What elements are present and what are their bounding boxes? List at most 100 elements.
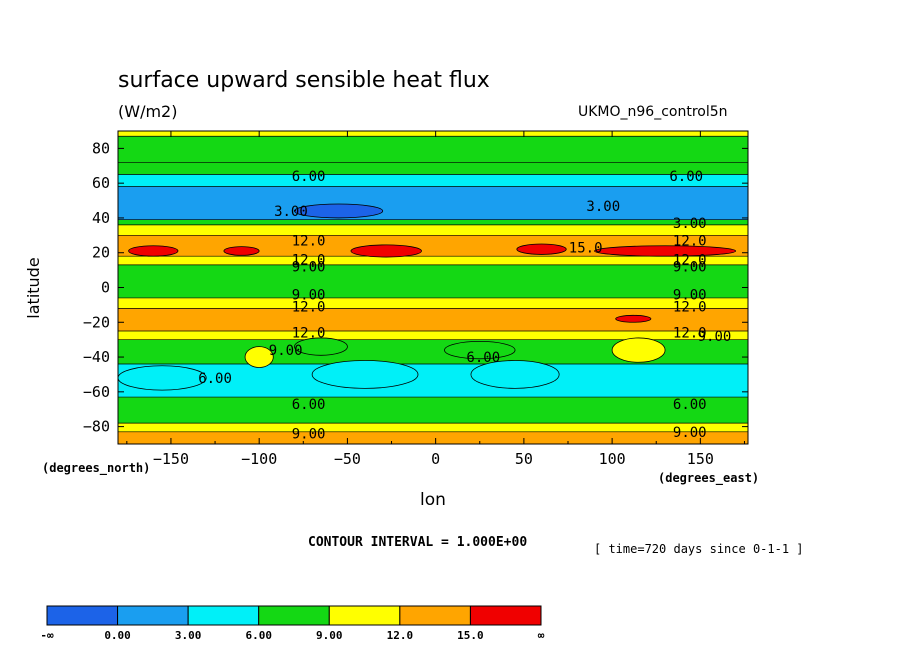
contour-label: 9.00: [673, 425, 707, 441]
field-patch: [444, 341, 516, 360]
contour-label: 3.00: [586, 199, 620, 215]
y-tick-label: 80: [92, 139, 110, 157]
zonal-band: [118, 186, 748, 220]
axes: −150 −100 −50 0 50 100 150 80 60 40 20 0 −20 −40 −60 −8…: [83, 131, 748, 468]
colorbar-label: ∞: [538, 629, 545, 642]
contour-label: 12.0: [292, 326, 326, 342]
contour-label: 6.00: [198, 371, 232, 387]
colorbar: -∞ 0.00 3.00 6.00 9.00 12.0 15.0 ∞: [40, 605, 545, 642]
colorbar-swatch: [469, 605, 542, 626]
zonal-band: [118, 131, 748, 137]
zonal-band: [118, 330, 748, 340]
x-tick-label: 50: [515, 450, 533, 468]
field-patch: [350, 244, 422, 258]
zonal-band: [118, 235, 748, 257]
y-tick-label: −20: [83, 313, 110, 331]
y-axis-label: latitude: [24, 257, 43, 319]
field-patch: [615, 314, 652, 323]
zonal-band: [118, 264, 748, 298]
contour-label: 9.00: [673, 287, 707, 303]
zonal-band: [118, 423, 748, 432]
contour-label: 12.0: [292, 234, 326, 250]
contour-label: 3.00: [673, 216, 707, 232]
zonal-band: [118, 364, 748, 398]
x-tick-label: −100: [241, 450, 277, 468]
colorbar-swatch: [258, 605, 330, 626]
contour-label: 12.0: [673, 234, 707, 250]
zonal-band: [118, 431, 748, 444]
contour-label: 12.0: [673, 300, 707, 316]
colorbar-swatch: [117, 605, 189, 626]
x-tick-label: −50: [334, 450, 361, 468]
field-patch: [311, 360, 419, 389]
colorbar-label: -∞: [40, 629, 54, 642]
y-axis-units: (degrees_north): [42, 461, 151, 475]
contour-label: 6.00: [292, 169, 326, 185]
contour-label: 15.0: [569, 241, 603, 257]
contour-label: 3.00: [274, 204, 308, 220]
y-tick-label: 0: [101, 279, 110, 297]
chart-title: surface upward sensible heat flux: [118, 68, 490, 93]
zonal-band: [118, 136, 748, 163]
heat-flux-field: [117, 131, 748, 444]
contour-label: 6.00: [292, 397, 326, 413]
zonal-band: [118, 219, 748, 225]
contour-label: 12.0: [292, 300, 326, 316]
field-patch: [611, 337, 666, 363]
contour-label: 12.0: [673, 253, 707, 269]
contour-labels: 6.00 6.00 3.00 3.00 3.00 12.0 12.0 15.0 12.0 12.0…: [198, 169, 731, 442]
zonal-band: [118, 162, 748, 175]
colorbar-label: 3.00: [175, 629, 202, 642]
run-name: UKMO_n96_control5n: [578, 104, 728, 120]
field-patch: [244, 346, 274, 368]
y-tick-label: 20: [92, 244, 110, 262]
colorbar-label: 12.0: [387, 629, 414, 642]
contour-label: 6.00: [673, 397, 707, 413]
x-tick-label: −150: [153, 450, 189, 468]
field-patch: [128, 245, 179, 257]
x-tick-label: 100: [599, 450, 626, 468]
zonal-band: [118, 397, 748, 424]
colorbar-swatch: [399, 605, 471, 626]
field-patch: [223, 246, 260, 256]
x-axis-label: lon: [420, 490, 446, 510]
colorbar-label: 9.00: [316, 629, 343, 642]
field-patch: [470, 360, 560, 389]
colorbar-swatch: [187, 605, 260, 626]
contour-label: 12.0: [673, 326, 707, 342]
colorbar-label: 0.00: [104, 629, 131, 642]
contour-label: 9.00: [292, 427, 326, 443]
field-patch: [594, 245, 737, 257]
x-axis-units: (degrees_east): [658, 471, 760, 485]
field-patch: [117, 365, 207, 391]
x-tick-label: 0: [431, 450, 440, 468]
y-tick-label: −40: [83, 348, 110, 366]
y-tick-label: 60: [92, 174, 110, 192]
y-tick-label: −60: [83, 383, 110, 401]
field-patch: [294, 337, 348, 356]
x-tick-label: 150: [687, 450, 714, 468]
colorbar-label: 6.00: [245, 629, 272, 642]
y-tick-label: 40: [92, 209, 110, 227]
contour-label: 12.0: [292, 253, 326, 269]
contour-label: 9.00: [292, 260, 326, 276]
zonal-band: [118, 256, 748, 265]
time-info: [ time=720 days since 0-1-1 ]: [594, 542, 804, 556]
contour-label: 9.00: [292, 287, 326, 303]
contour-interval: CONTOUR INTERVAL = 1.000E+00: [308, 535, 528, 550]
zonal-band: [118, 174, 748, 187]
contour-label: 6.00: [669, 169, 703, 185]
chart-units: (W/m2): [118, 102, 178, 121]
colorbar-label: 15.0: [457, 629, 484, 642]
field-patch: [294, 203, 384, 219]
zonal-band: [118, 224, 748, 236]
colorbar-swatch: [46, 605, 119, 626]
colorbar-swatch: [328, 605, 401, 626]
contour-label: 9.00: [698, 329, 732, 345]
y-tick-label: −80: [83, 418, 110, 436]
field-patch: [516, 243, 567, 255]
contour-label: 6.00: [466, 350, 500, 366]
zonal-band: [118, 308, 748, 331]
zonal-band: [118, 297, 748, 309]
